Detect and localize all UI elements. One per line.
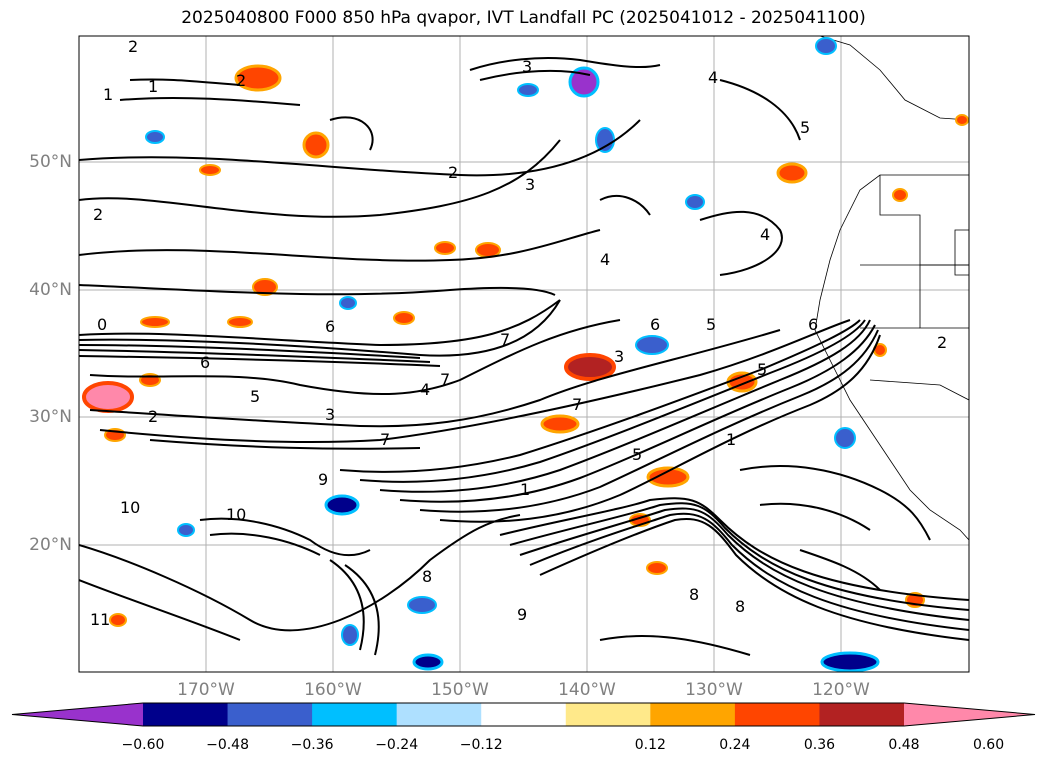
- colorbar-tick-label: 0.60: [972, 737, 1005, 753]
- contour-label: 7: [572, 395, 582, 414]
- colorbar-segment: [396, 703, 482, 726]
- colorbar-extend-min: [12, 703, 143, 726]
- contour-label: 9: [517, 605, 527, 624]
- contour-label: 10: [120, 498, 140, 517]
- ivt-contours: [79, 57, 969, 656]
- contour-label-group: 2 1 1 2 3 2 3 4 2 4 5 0 6 6 5 6 4 5 3 2 …: [90, 37, 947, 629]
- map-plot-area: 2 1 1 2 3 2 3 4 2 4 5 0 6 6 5 6 4 5 3 2 …: [79, 36, 969, 672]
- contour-label: 0: [97, 315, 107, 334]
- contour-label: 5: [250, 387, 260, 406]
- contour-label: 2: [448, 163, 458, 182]
- contour-label: 4: [420, 380, 430, 399]
- colorbar-tick-label: 0.12: [634, 737, 666, 753]
- contour-label: 4: [708, 68, 718, 87]
- colorbar-segment: [734, 703, 820, 726]
- colorbar-segment: [227, 703, 313, 726]
- contour-label: 4: [760, 225, 770, 244]
- contour-label: 9: [318, 470, 328, 489]
- colorbar-segment: [565, 703, 651, 726]
- colorbar-segment: [650, 703, 736, 726]
- contour-label: 10: [226, 505, 246, 524]
- contour-label: 7: [500, 330, 510, 349]
- contour-label: 3: [522, 57, 532, 76]
- contour-label: 1: [148, 77, 158, 96]
- contour-label: 7: [380, 430, 390, 449]
- contour-label: 4: [600, 250, 610, 269]
- colorbar-extend-max: [904, 703, 1035, 726]
- contour-label: 8: [735, 597, 745, 616]
- colorbar-tick-label: −0.24: [375, 737, 419, 753]
- contour-label: 11: [90, 610, 110, 629]
- colorbar-segment: [481, 703, 567, 726]
- lon-label-150w: 150°W: [431, 680, 489, 700]
- contour-label: 6: [650, 315, 660, 334]
- contour-label: 2: [93, 205, 103, 224]
- contour-label: 7: [440, 370, 450, 389]
- contour-label: 3: [525, 175, 535, 194]
- contour-label: 6: [325, 317, 335, 336]
- contour-label: 5: [757, 360, 767, 379]
- contour-label: 1: [520, 480, 530, 499]
- contour-label: 8: [422, 567, 432, 586]
- colorbar-segment: [819, 703, 905, 726]
- colorbar-tick-label: −0.36: [290, 737, 334, 753]
- contour-label: 5: [632, 445, 642, 464]
- contour-label: 2: [236, 71, 246, 90]
- lon-label-160w: 160°W: [304, 680, 362, 700]
- contour-label: 3: [325, 405, 335, 424]
- lat-label-40n: 40°N: [29, 280, 72, 300]
- lat-label-20n: 20°N: [29, 535, 72, 555]
- contour-label: 1: [726, 430, 736, 449]
- contour-label: 6: [808, 315, 818, 334]
- lat-label-50n: 50°N: [29, 152, 72, 172]
- lat-label-30n: 30°N: [29, 407, 72, 427]
- map-frame: [78, 35, 970, 673]
- colorbar-segment: [143, 703, 229, 726]
- contour-label: 5: [706, 315, 716, 334]
- contour-label: 5: [800, 118, 810, 137]
- lon-label-170w: 170°W: [177, 680, 235, 700]
- lon-label-140w: 140°W: [558, 680, 616, 700]
- lon-label-120w: 120°W: [812, 680, 870, 700]
- contour-label: 3: [614, 347, 624, 366]
- colorbar-tick-label: −0.48: [206, 737, 249, 753]
- contour-label: 6: [200, 353, 210, 372]
- contour-label: 8: [689, 585, 699, 604]
- contour-label: 2: [128, 37, 138, 56]
- colorbar: [11, 702, 1036, 727]
- colorbar-outline: [11, 702, 1036, 727]
- colorbar-tick-label: 0.24: [719, 737, 751, 753]
- contour-label: 1: [103, 85, 113, 104]
- colorbar-tick-label: 0.48: [888, 737, 920, 753]
- colorbar-segment: [312, 703, 398, 726]
- contour-label: 2: [937, 333, 947, 352]
- contour-label: 2: [148, 407, 158, 426]
- lon-label-130w: 130°W: [685, 680, 743, 700]
- coastlines: [814, 36, 969, 541]
- colorbar-tick-label: −0.12: [459, 737, 503, 753]
- colorbar-tick-label: 0.36: [803, 737, 836, 753]
- map-title: 2025040800 F000 850 hPa qvapor, IVT Land…: [181, 8, 866, 28]
- colorbar-tick-label: −0.60: [121, 737, 165, 753]
